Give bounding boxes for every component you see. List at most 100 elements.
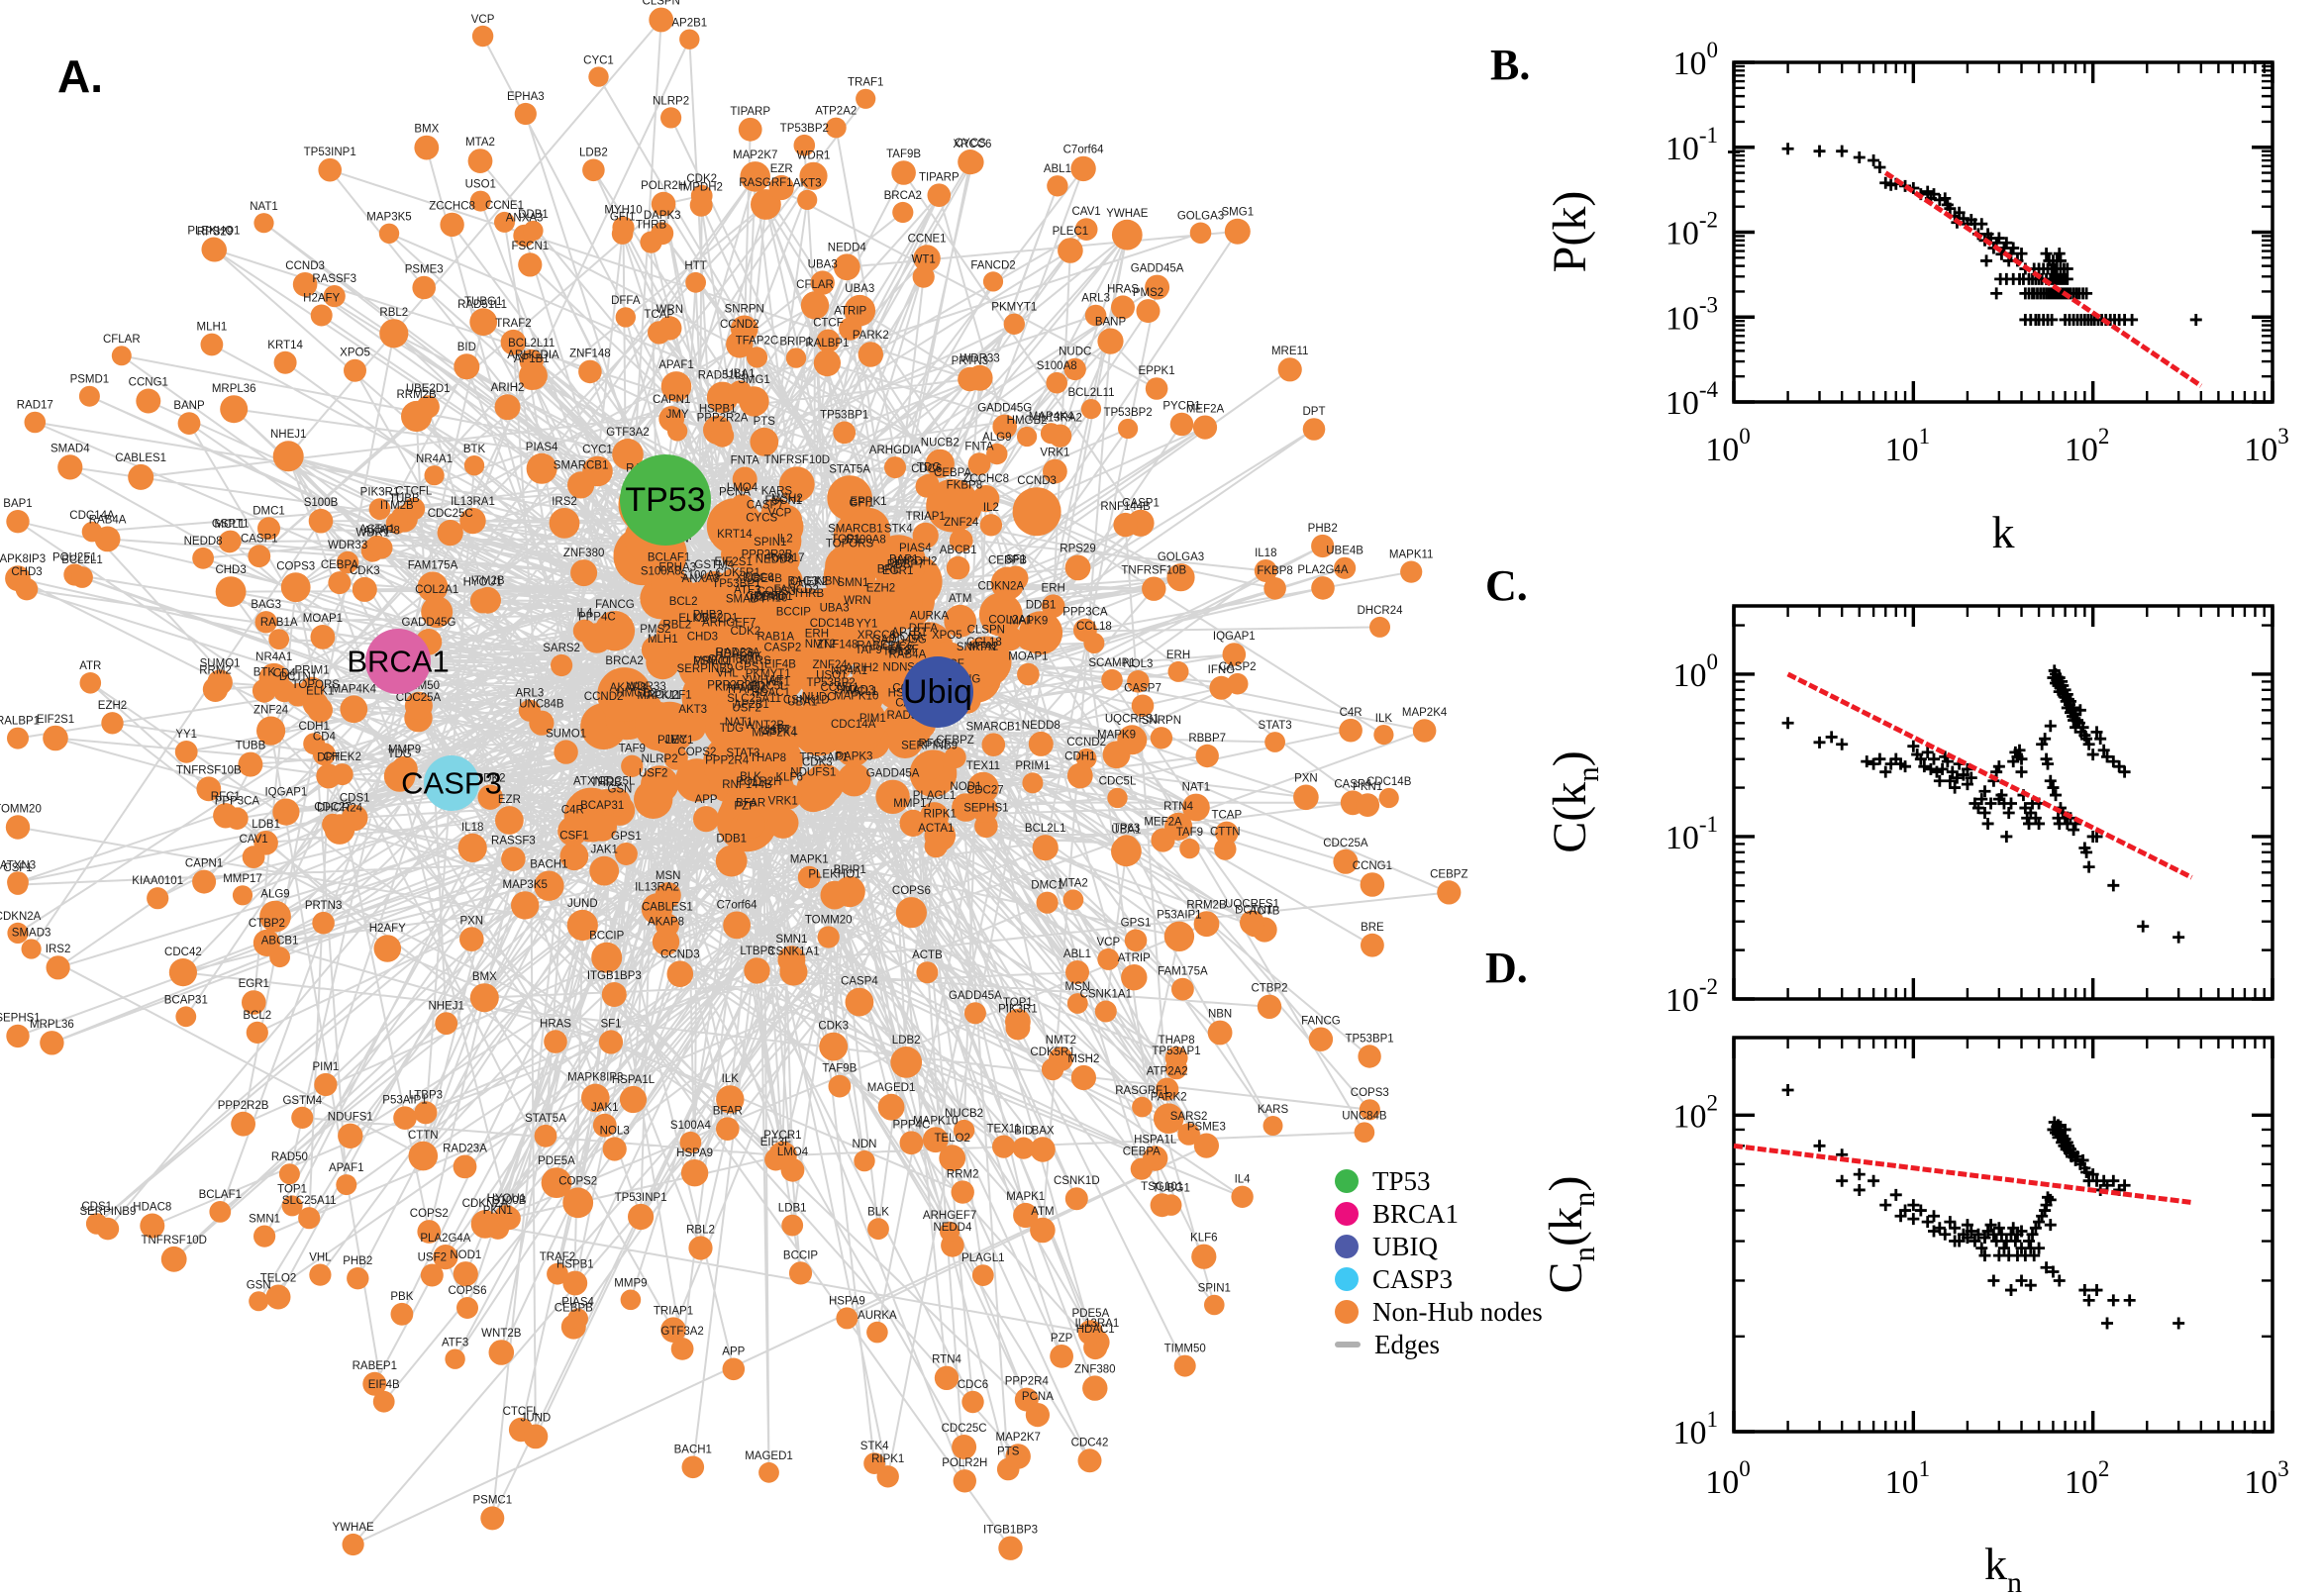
network-node-label: HTT [684, 260, 706, 272]
network-node-label: SMG1 [738, 374, 770, 386]
network-node [1142, 576, 1166, 601]
network-node [1012, 1137, 1035, 1159]
network-node-label: GOLGA3 [1158, 551, 1204, 563]
network-node-label: COL2A1 [415, 584, 458, 596]
network-node [785, 348, 807, 368]
network-node-label: STK4 [884, 523, 913, 535]
network-node [1339, 718, 1363, 743]
network-node [839, 696, 871, 728]
legend-edge-swatch [1335, 1342, 1361, 1347]
network-node-label: DFFA [611, 295, 641, 307]
network-node-label: TAF9 [619, 744, 646, 755]
network-node-label: ITM2B [380, 500, 414, 512]
network-node-label: VCP [1096, 937, 1120, 948]
network-node [620, 1289, 642, 1311]
network-node [913, 245, 941, 272]
network-node [679, 1131, 702, 1153]
network-node [1254, 559, 1277, 582]
network-node [1224, 218, 1251, 245]
network-node [875, 779, 910, 814]
network-node [1334, 556, 1357, 579]
network-node [655, 882, 681, 909]
network-node-label: PZP [734, 800, 757, 812]
network-node [467, 149, 493, 174]
network-node [278, 1163, 300, 1185]
network-node-label: WDR1 [797, 150, 831, 162]
network-node [336, 1174, 357, 1196]
network-node-label: CDK5R1 [716, 567, 760, 579]
network-node [501, 847, 526, 871]
network-node-label: USO1 [816, 670, 847, 682]
network-node-label: CEBPA [321, 559, 358, 571]
network-node-label: UBE2D1 [694, 613, 739, 625]
network-node-label: NHEJ1 [270, 429, 306, 441]
network-node-label: EIF3F [760, 1137, 791, 1148]
network-node [168, 958, 197, 987]
network-node [1257, 994, 1282, 1019]
network-graph: ZNF24 C7orf64 CDC6 S100A8 GPS1 SNRPN USF2 BCCIP… [0, 0, 1467, 1560]
network-node-label: FKBP8 [947, 480, 982, 492]
network-node-label: EIF3F [887, 644, 918, 655]
network-node-label: TIPARP [730, 106, 770, 118]
network-node [758, 1461, 779, 1483]
network-node-label: CDK3 [818, 1021, 849, 1033]
network-node [966, 364, 993, 391]
network-node [523, 1424, 549, 1449]
network-node [978, 592, 1023, 637]
network-node [424, 465, 445, 486]
network-node-label: ZNF380 [563, 548, 605, 559]
network-node-label: TDG [720, 723, 744, 735]
network-node-label: AP1B1 [891, 627, 927, 639]
network-node-label: TNFRSF10B [176, 764, 242, 776]
network-node-label: CEBPZ [1430, 868, 1467, 880]
network-node-label: CDC5L [598, 776, 636, 788]
network-node-label: TEX11 [986, 1123, 1020, 1135]
network-node-label: MAPK1 [1006, 1191, 1045, 1203]
network-node [373, 935, 402, 962]
network-node-label: MOAP1 [1008, 651, 1048, 663]
network-node [1150, 727, 1173, 749]
network-node [666, 960, 694, 987]
network-node-label: ZNF24 [253, 705, 289, 717]
network-node-label: CAPN1 [185, 858, 223, 870]
network-node-label: NDUFS1 [328, 1112, 373, 1124]
network-node-label: MTA2 [1059, 877, 1088, 889]
network-node-label: PPP2R4 [705, 754, 750, 766]
network-node-label: CDK2 [686, 173, 717, 185]
network-node [1111, 219, 1143, 250]
network-node-label: DDB1 [1026, 599, 1057, 611]
network-node [781, 1214, 804, 1237]
network-node [312, 911, 335, 935]
hub-circle-tp53 [620, 454, 711, 546]
network-node [738, 117, 762, 142]
network-node [769, 653, 796, 680]
network-node-label: PSMC1 [472, 1494, 512, 1506]
network-node [1022, 772, 1044, 794]
network-node-label: MAP4K4 [1029, 411, 1074, 423]
network-node-label: JMY [666, 409, 689, 421]
network-node [196, 776, 222, 802]
network-node-label: PLA2G4A [1297, 564, 1348, 576]
network-node [1145, 377, 1168, 400]
network-node-label: TP53AP1 [1152, 1046, 1200, 1057]
network-node-label: CASP2 [1219, 661, 1257, 673]
network-node [79, 672, 102, 694]
network-node [998, 626, 1023, 651]
network-node [488, 1340, 515, 1365]
x-tick-label: 103 [2244, 1456, 2289, 1501]
network-node [922, 1127, 949, 1153]
network-node [459, 507, 486, 535]
network-node-label: EIF4B [764, 659, 796, 671]
network-node-label: MSN [656, 870, 681, 882]
network-node [201, 237, 227, 262]
network-node-label: VCP [471, 14, 495, 26]
network-node [986, 443, 1008, 465]
network-node-label: NMT2 [805, 639, 836, 650]
network-node-label: HSPA9 [676, 1147, 713, 1159]
network-node [736, 809, 765, 839]
network-node [710, 424, 735, 448]
network-node [1030, 1137, 1056, 1162]
network-node [567, 1308, 588, 1330]
network-node [241, 990, 266, 1015]
network-node-label: DCTN1 [1235, 905, 1272, 917]
